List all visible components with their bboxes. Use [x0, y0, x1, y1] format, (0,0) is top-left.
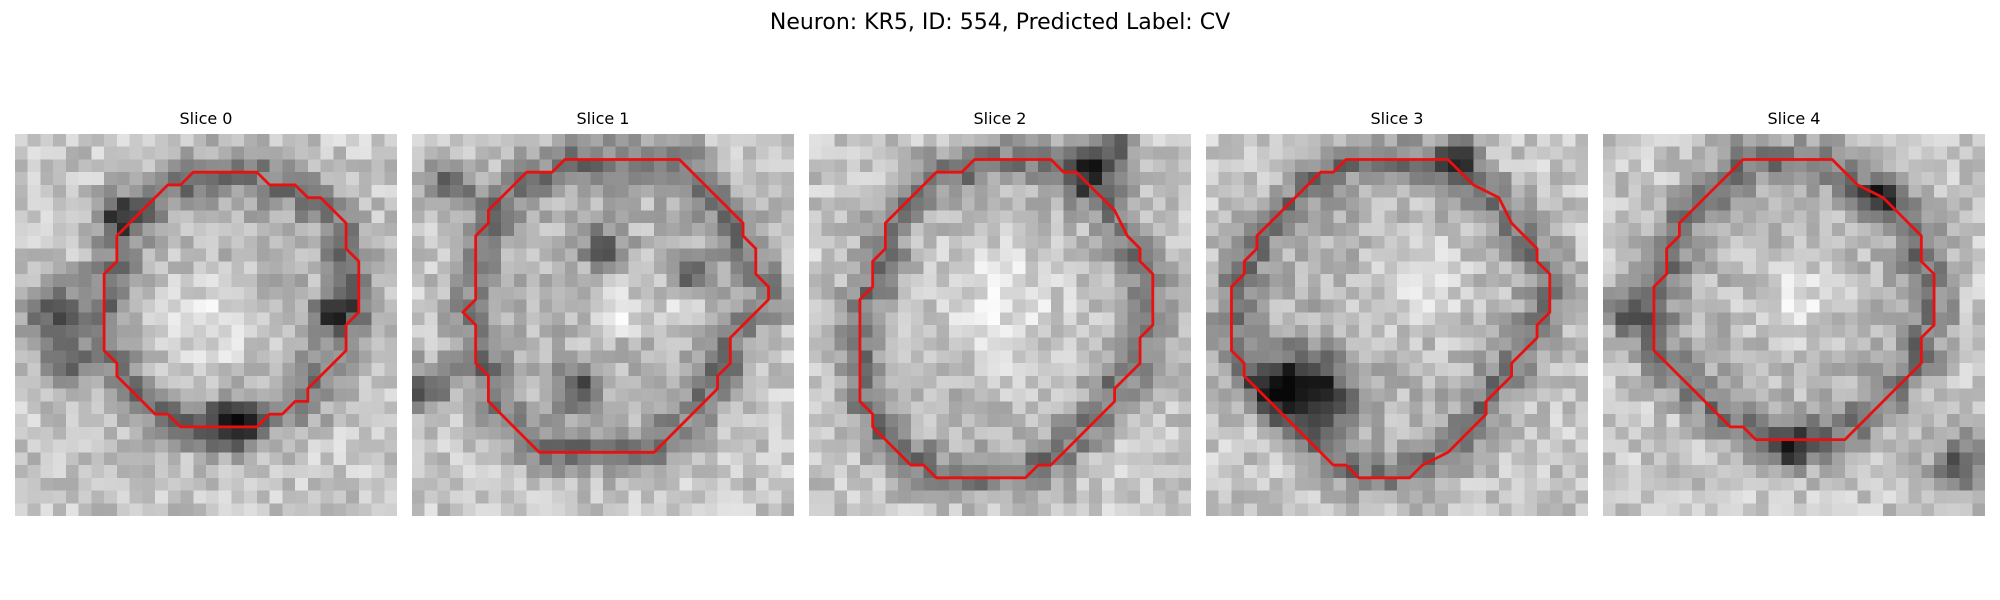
- slice-panel-1: Slice 1: [412, 108, 794, 516]
- slice-title: Slice 4: [1603, 108, 1985, 130]
- slice-panel-2: Slice 2: [809, 108, 1191, 516]
- pixel-grid: [412, 134, 794, 516]
- slice-image: [1206, 134, 1588, 516]
- slice-title: Slice 0: [15, 108, 397, 130]
- slice-panel-3: Slice 3: [1206, 108, 1588, 516]
- slice-title: Slice 1: [412, 108, 794, 130]
- pixel-grid: [15, 134, 397, 516]
- slice-title: Slice 2: [809, 108, 1191, 130]
- pixel-grid: [1603, 134, 1985, 516]
- slice-image: [15, 134, 397, 516]
- figure-title: Neuron: KR5, ID: 554, Predicted Label: C…: [0, 8, 2000, 38]
- slice-panel-4: Slice 4: [1603, 108, 1985, 516]
- pixel-grid: [1206, 134, 1588, 516]
- slice-image: [809, 134, 1191, 516]
- slice-title: Slice 3: [1206, 108, 1588, 130]
- slice-panel-0: Slice 0: [15, 108, 397, 516]
- slice-image: [1603, 134, 1985, 516]
- pixel-grid: [809, 134, 1191, 516]
- slice-image: [412, 134, 794, 516]
